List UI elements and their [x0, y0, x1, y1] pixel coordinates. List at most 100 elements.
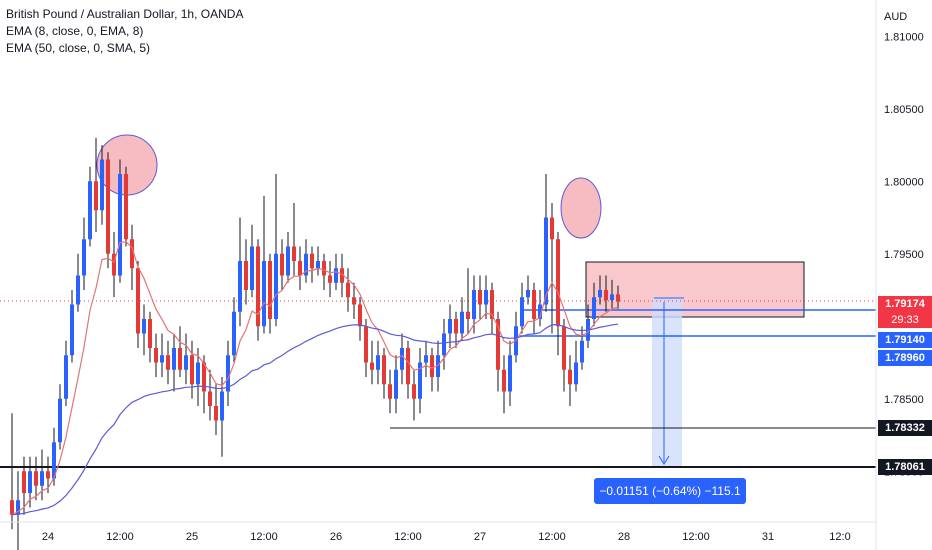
candle-body: [400, 348, 404, 370]
indicator-ema-slow: EMA (50, close, 0, SMA, 5): [6, 41, 151, 55]
candle-body: [310, 253, 314, 269]
candle-body: [292, 246, 296, 261]
chart-legend: British Pound / Australian Dollar, 1h, O…: [6, 6, 243, 57]
candle-body: [502, 369, 506, 392]
candle-body: [340, 268, 344, 283]
candle-body: [58, 398, 62, 443]
candle-body: [370, 362, 374, 370]
candle-body: [190, 355, 194, 385]
candle-body: [304, 253, 308, 276]
candle-body: [316, 261, 320, 269]
candle-body: [562, 326, 566, 370]
candle-body: [472, 290, 476, 319]
candle-body: [580, 340, 584, 363]
candle-body: [322, 261, 326, 276]
candle-body: [124, 174, 128, 240]
candle-body: [394, 369, 398, 399]
level-tag-2: 1.78960: [878, 350, 932, 366]
y-tick-label: 1.81000: [884, 31, 924, 43]
candle-body: [82, 239, 86, 276]
y-tick-label: 1.80000: [884, 176, 924, 188]
candle-body: [424, 355, 428, 363]
candle-body: [592, 297, 596, 319]
high-circle-2: [560, 177, 602, 239]
x-tick-label: 12:00: [250, 531, 278, 543]
candle-body: [418, 362, 422, 399]
candle-body: [352, 297, 356, 305]
candle-body: [142, 319, 146, 334]
resistance-zone: [585, 261, 805, 318]
candle-body: [508, 355, 512, 392]
candle-body: [616, 294, 620, 302]
x-tick-label: 27: [474, 531, 486, 543]
candle-body: [70, 304, 74, 356]
candle-body: [208, 391, 212, 406]
candle-body: [520, 297, 524, 327]
candle-body: [10, 500, 14, 515]
candle-body: [358, 304, 362, 327]
candle-body: [22, 471, 26, 493]
x-tick-label: 12:00: [394, 531, 422, 543]
candle-body: [238, 261, 242, 312]
candle-body: [130, 239, 134, 269]
candle-body: [496, 319, 500, 370]
candle-body: [34, 471, 38, 486]
candle-body: [196, 362, 200, 385]
candle-body: [382, 355, 386, 385]
candle-body: [328, 275, 332, 283]
candle-body: [64, 355, 68, 399]
candle-body: [388, 384, 392, 399]
candle-body: [118, 174, 122, 276]
candles: [10, 137, 620, 550]
candle-body: [466, 311, 470, 319]
measure-label: −0.01151 (−0.64%) −115.1: [594, 478, 746, 504]
bar-countdown: 29:33: [891, 314, 919, 326]
x-tick-label: 12:0: [829, 531, 850, 543]
measure-box: [652, 298, 682, 466]
candle-body: [52, 442, 56, 479]
candle-body: [478, 290, 482, 305]
x-tick-label: 24: [42, 531, 54, 543]
candle-body: [436, 355, 440, 377]
candle-body: [106, 159, 110, 254]
candle-body: [598, 290, 602, 298]
candle-body: [346, 282, 350, 298]
ema-slow-line: [11, 323, 619, 516]
measure-arrow-head: [658, 455, 670, 465]
candle-body: [214, 406, 218, 421]
candle-body: [154, 348, 158, 363]
y-tick-label: 1.79500: [884, 249, 924, 261]
level-tag-4: 1.78061: [878, 459, 932, 475]
candle-body: [574, 362, 578, 385]
candle-body: [274, 253, 278, 319]
candle-body: [490, 290, 494, 319]
candle-body: [454, 319, 458, 334]
candle-body: [550, 217, 554, 240]
candle-body: [94, 181, 98, 211]
x-tick-label: 28: [618, 531, 630, 543]
candle-body: [112, 253, 116, 276]
candle-body: [568, 369, 572, 385]
candle-body: [448, 319, 452, 334]
candle-body: [226, 355, 230, 392]
candle-body: [460, 311, 464, 334]
candle-body: [610, 294, 614, 301]
current-price-value: 1.79174: [885, 298, 925, 310]
ema-fast-line: [11, 241, 619, 516]
candle-body: [334, 268, 338, 283]
candle-body: [604, 290, 608, 301]
candle-body: [538, 304, 542, 319]
candle-body: [202, 362, 206, 392]
candle-body: [484, 290, 488, 305]
candle-body: [220, 391, 224, 421]
candle-body: [244, 261, 248, 290]
symbol-title: British Pound / Australian Dollar, 1h, O…: [6, 7, 244, 21]
candle-body: [532, 290, 536, 319]
candle-body: [412, 384, 416, 399]
candle-body: [286, 246, 290, 276]
x-tick-label: 12:00: [682, 531, 710, 543]
candle-body: [250, 246, 254, 290]
candle-body: [160, 355, 164, 363]
